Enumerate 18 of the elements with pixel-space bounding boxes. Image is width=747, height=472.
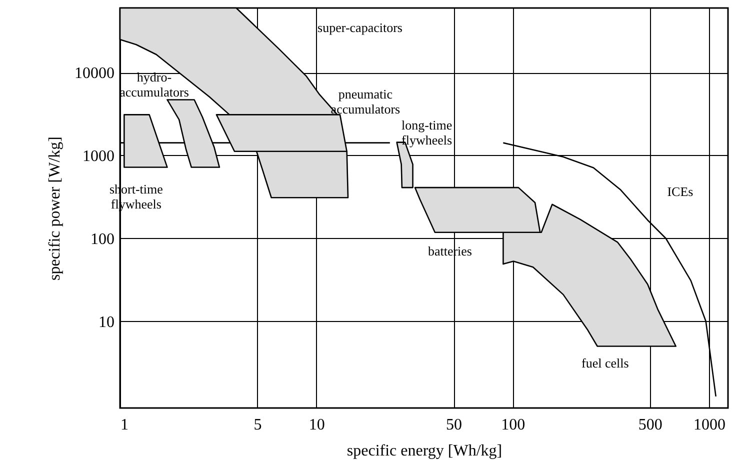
x-tick-label: 500 xyxy=(638,416,662,434)
text: super-capacitors xyxy=(318,20,402,35)
x-tick-label: 5 xyxy=(254,416,262,434)
series-label: hydro- accumulators xyxy=(120,70,189,100)
x-axis-title: specific energy [Wh/kg] xyxy=(346,442,502,460)
y-tick-label: 100 xyxy=(90,230,114,248)
x-tick-label: 1000 xyxy=(693,416,726,434)
text: ICEs xyxy=(667,184,694,199)
series-label: long-time flywheels xyxy=(402,117,452,148)
y-axis-title: specific power [W/kg] xyxy=(46,136,64,280)
x-tick-label: 10 xyxy=(308,416,325,434)
x-tick-label: 1 xyxy=(120,416,128,434)
x-tick-label: 50 xyxy=(446,416,462,434)
y-tick-label: 10000 xyxy=(74,65,114,82)
y-tick-label: 10 xyxy=(98,314,114,331)
series-label: fuel cells xyxy=(582,355,629,370)
x-tick-label: 100 xyxy=(501,416,526,434)
y-tick-label: 1000 xyxy=(82,148,114,165)
